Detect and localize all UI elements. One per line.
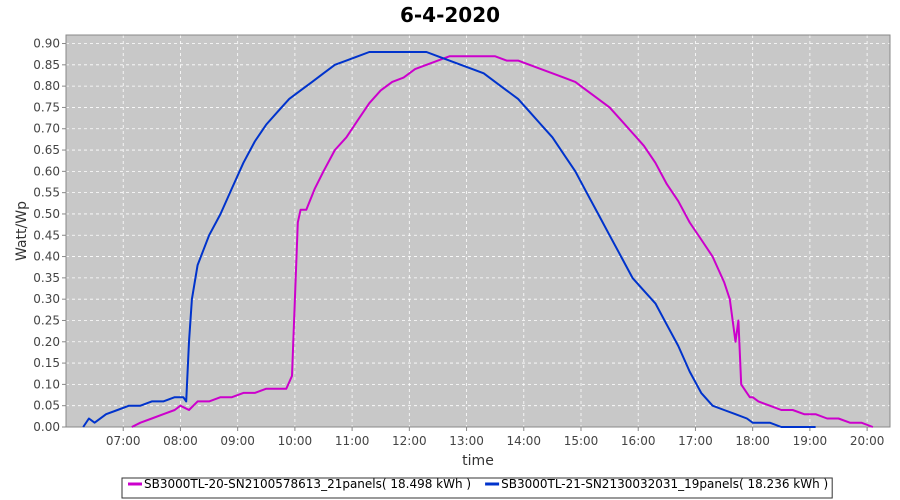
x-tick-label: 07:00 bbox=[106, 434, 141, 448]
y-tick-label: 0.75 bbox=[33, 100, 60, 114]
plot-area bbox=[66, 35, 890, 427]
y-tick-label: 0.20 bbox=[33, 335, 60, 349]
x-tick-label: 11:00 bbox=[335, 434, 370, 448]
x-tick-label: 14:00 bbox=[506, 434, 541, 448]
chart-title: 6-4-2020 bbox=[400, 3, 500, 27]
x-tick-label: 16:00 bbox=[621, 434, 656, 448]
legend: SB3000TL-20-SN2100578613_21panels( 18.49… bbox=[121, 477, 833, 499]
y-tick-label: 0.45 bbox=[33, 228, 60, 242]
x-tick-label: 18:00 bbox=[735, 434, 770, 448]
y-tick-label: 0.80 bbox=[33, 79, 60, 93]
y-tick-label: 0.40 bbox=[33, 250, 60, 264]
series-line-1 bbox=[131, 55, 874, 428]
y-tick-label: 0.35 bbox=[33, 271, 60, 285]
y-tick-label: 0.85 bbox=[33, 58, 60, 72]
y-tick-label: 0.55 bbox=[33, 186, 60, 200]
legend-label-2: SB3000TL-21-SN2130032031_19panels( 18.23… bbox=[501, 477, 828, 491]
x-tick-label: 17:00 bbox=[678, 434, 713, 448]
y-tick-label: 0.15 bbox=[33, 356, 60, 370]
legend-label-1: SB3000TL-20-SN2100578613_21panels( 18.49… bbox=[144, 477, 471, 491]
x-tick-label: 19:00 bbox=[793, 434, 828, 448]
y-tick-label: 0.05 bbox=[33, 399, 60, 413]
y-tick-label: 0.10 bbox=[33, 377, 60, 391]
x-axis-label: time bbox=[462, 453, 494, 469]
x-tick-label: 10:00 bbox=[278, 434, 313, 448]
x-tick-label: 13:00 bbox=[449, 434, 484, 448]
series-line-2 bbox=[82, 51, 816, 428]
legend-box bbox=[121, 477, 833, 499]
y-tick-label: 0.65 bbox=[33, 143, 60, 157]
y-tick-label: 0.50 bbox=[33, 207, 60, 221]
series-lines bbox=[82, 51, 874, 428]
y-tick-label: 0.90 bbox=[33, 37, 60, 51]
grid bbox=[65, 34, 891, 428]
x-tick-label: 20:00 bbox=[850, 434, 885, 448]
x-tick-label: 09:00 bbox=[220, 434, 255, 448]
x-tick-label: 08:00 bbox=[163, 434, 198, 448]
y-tick-label: 0.00 bbox=[33, 420, 60, 434]
x-axis: 07:00 08:00 09:00 10:00 11:00 12:00 13:00 14:00… bbox=[106, 427, 884, 448]
y-tick-label: 0.60 bbox=[33, 164, 60, 178]
x-tick-label: 15:00 bbox=[564, 434, 599, 448]
y-axis-label: Watt/Wp bbox=[14, 201, 30, 261]
y-tick-label: 0.25 bbox=[33, 313, 60, 327]
y-tick-label: 0.70 bbox=[33, 122, 60, 136]
x-tick-label: 12:00 bbox=[392, 434, 427, 448]
plot-border bbox=[65, 34, 891, 428]
y-tick-label: 0.30 bbox=[33, 292, 60, 306]
y-axis: 0.00 0.05 0.10 0.15 0.20 0.25 0.30 0.35 0.40 0.45… bbox=[33, 37, 66, 434]
